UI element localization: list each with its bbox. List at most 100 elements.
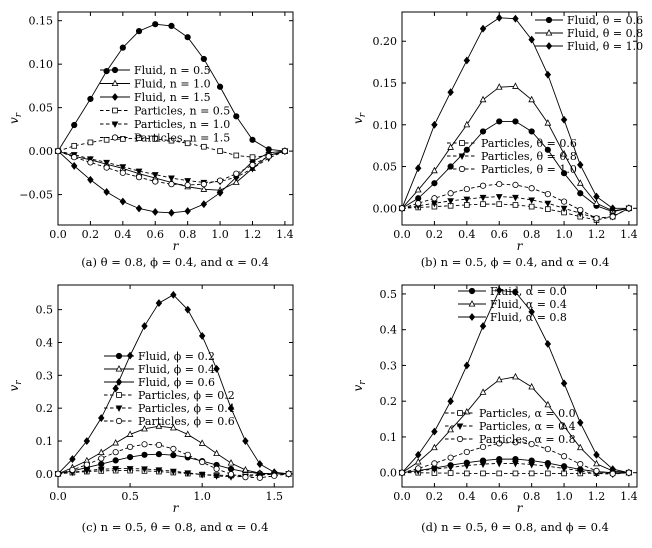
- y-tick-label: 0.2: [36, 402, 54, 415]
- data-point: [577, 206, 584, 214]
- data-point: [447, 425, 454, 433]
- data-point: [479, 24, 487, 33]
- data-point: [576, 468, 584, 475]
- data-point: [528, 440, 535, 448]
- x-tick-label: 0.0: [393, 228, 411, 241]
- data-point: [216, 83, 224, 90]
- data-point: [544, 190, 551, 198]
- data-point: [98, 460, 105, 468]
- data-point: [112, 466, 120, 473]
- data-point: [135, 168, 143, 176]
- data-point: [464, 202, 470, 208]
- legend-marker: [111, 93, 119, 101]
- data-point: [184, 305, 191, 314]
- legend-marker: [115, 365, 123, 372]
- data-point: [168, 175, 175, 183]
- x-tick-label: 0.4: [458, 490, 476, 503]
- data-point: [512, 460, 519, 468]
- data-point: [398, 205, 406, 212]
- data-point: [169, 423, 177, 431]
- data-point: [447, 464, 454, 472]
- legend-marker: [115, 405, 123, 412]
- series-line: [401, 441, 629, 475]
- series-6: [398, 180, 632, 222]
- data-point: [119, 197, 127, 206]
- y-tick-label: −0.05: [19, 189, 53, 202]
- legend-entry: Fluid, α = 0.4: [490, 298, 567, 311]
- data-point: [447, 88, 454, 97]
- data-point: [447, 143, 454, 150]
- x-tick-label: 1.2: [588, 228, 606, 241]
- x-tick-label: 1.4: [620, 490, 638, 503]
- legend-marker: [468, 313, 476, 321]
- x-tick-label: 1.2: [244, 228, 262, 241]
- data-point: [217, 148, 223, 154]
- legend-marker: [468, 287, 476, 295]
- data-point: [281, 148, 288, 155]
- data-point: [265, 153, 272, 160]
- data-point: [496, 118, 503, 125]
- data-point: [103, 164, 110, 171]
- y-axis-label: vr: [351, 380, 368, 392]
- panel-caption: (a) θ = 0.8, ϕ = 0.4, and α = 0.4: [81, 255, 269, 269]
- x-tick-label: 0.8: [179, 228, 197, 241]
- data-point: [184, 207, 191, 216]
- data-point: [213, 473, 220, 480]
- series-6: [398, 439, 632, 477]
- x-tick-label: 1.2: [588, 490, 606, 503]
- legend-entry: Particles, ϕ = 0.4: [138, 402, 235, 415]
- data-point: [560, 465, 568, 473]
- data-point: [431, 180, 438, 187]
- y-axis-label: vr: [7, 380, 24, 392]
- data-point: [398, 469, 406, 476]
- data-point: [512, 118, 519, 125]
- legend-marker: [545, 29, 553, 36]
- x-tick-label: 0.2: [426, 228, 444, 241]
- data-point: [141, 322, 148, 330]
- data-point: [431, 195, 438, 202]
- legend-marker: [116, 392, 122, 398]
- x-tick-label: 1.5: [266, 490, 284, 503]
- data-point: [97, 466, 105, 474]
- plot-frame: [57, 11, 294, 226]
- y-tick-label: 0.5: [380, 288, 398, 301]
- data-point: [232, 178, 240, 185]
- series-4: [55, 135, 288, 160]
- data-point: [168, 22, 175, 30]
- data-point: [152, 136, 159, 142]
- data-point: [119, 164, 127, 171]
- y-tick-label: 0.1: [380, 431, 398, 444]
- data-point: [609, 470, 616, 477]
- data-point: [256, 460, 264, 468]
- y-tick-label: 0.10: [373, 119, 398, 132]
- data-point: [151, 172, 159, 179]
- data-point: [155, 441, 163, 449]
- data-point: [112, 457, 119, 464]
- legend-entry: Particles, θ = 1.0: [481, 163, 577, 176]
- data-point: [199, 458, 206, 466]
- data-point: [87, 175, 94, 184]
- x-tick-label: 0.2: [426, 490, 444, 503]
- data-point: [155, 467, 163, 474]
- data-point: [200, 200, 208, 209]
- series-line: [401, 203, 630, 221]
- data-point: [544, 200, 552, 208]
- data-point: [216, 177, 224, 184]
- data-point: [479, 95, 487, 103]
- data-point: [198, 472, 206, 479]
- x-tick-label: 0.2: [82, 228, 100, 241]
- data-point: [479, 194, 487, 202]
- data-point: [249, 154, 256, 160]
- data-point: [70, 161, 78, 170]
- data-point: [576, 179, 584, 186]
- x-tick-label: 1.0: [555, 228, 573, 241]
- data-point: [495, 194, 503, 201]
- data-point: [593, 459, 600, 467]
- legend-entry: Particles, n = 1.5: [134, 132, 230, 145]
- data-point: [227, 459, 235, 466]
- data-point: [593, 199, 600, 206]
- series-3: [398, 286, 633, 477]
- legend-marker: [111, 134, 119, 141]
- legend-entry: Fluid, n = 0.5: [134, 64, 211, 77]
- data-point: [233, 170, 240, 177]
